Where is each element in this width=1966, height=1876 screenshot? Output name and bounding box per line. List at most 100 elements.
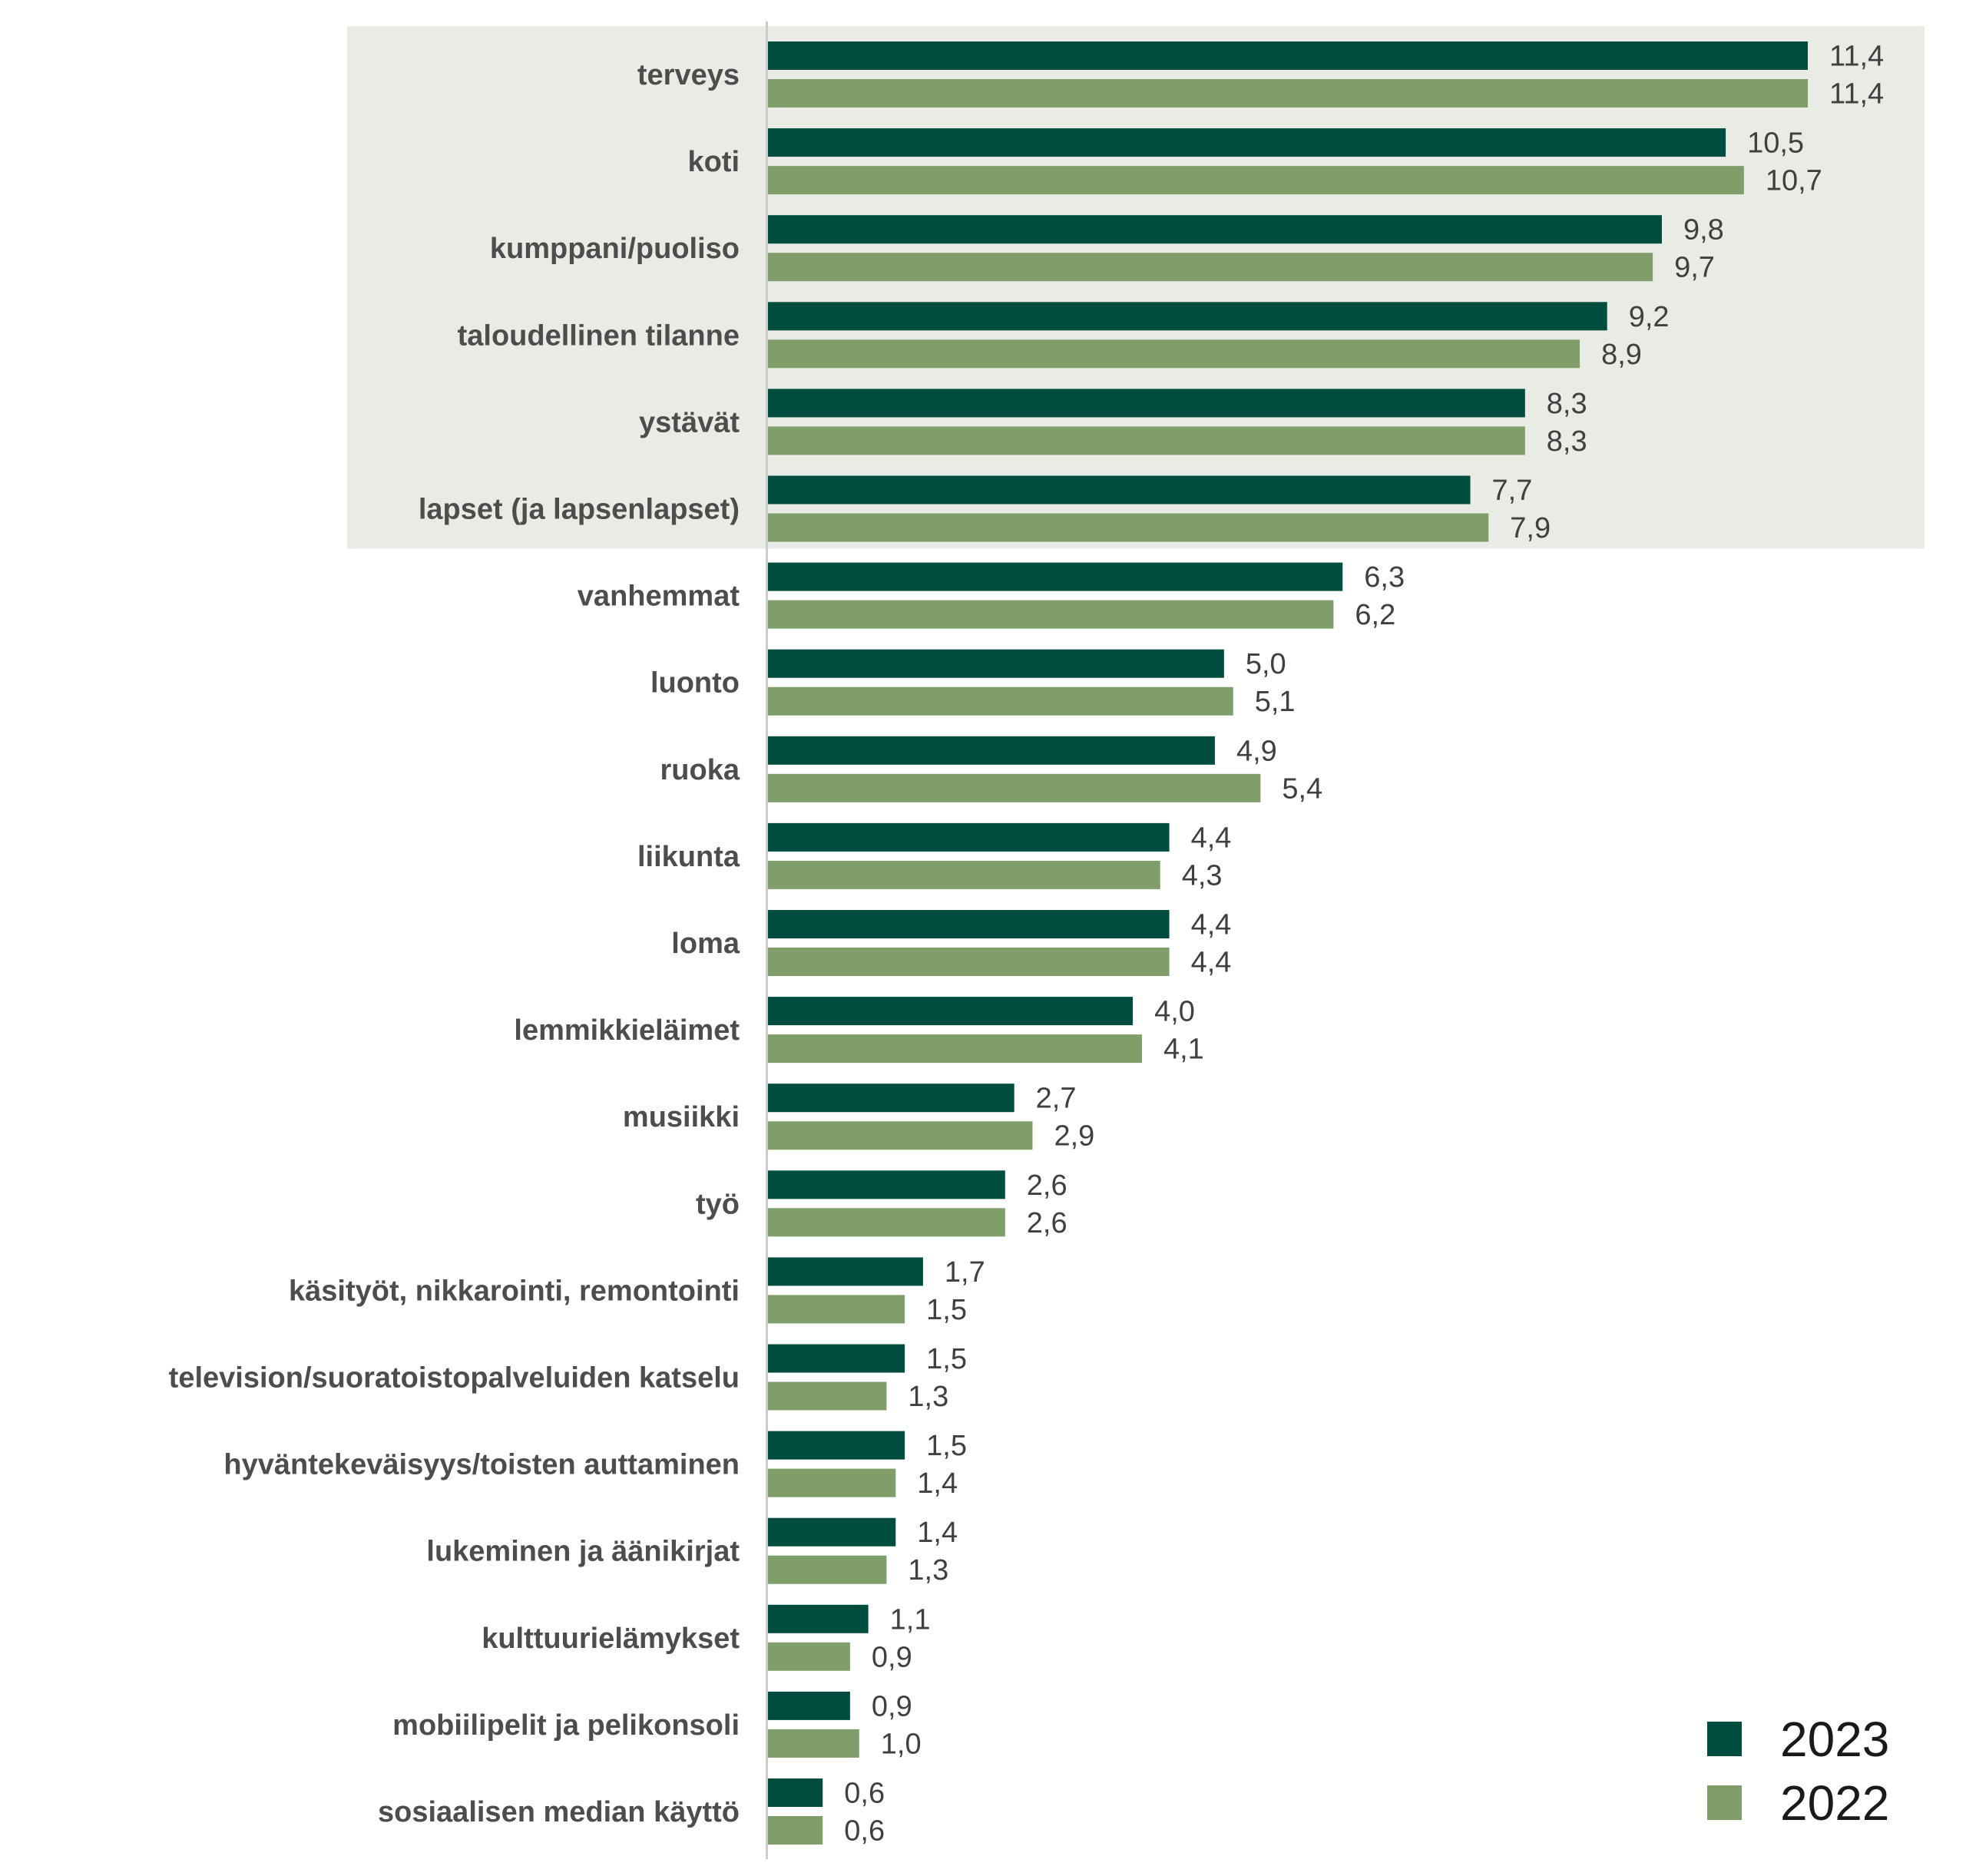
category-label: lemmikkieläimet <box>514 1014 740 1047</box>
data-label-2022: 4,4 <box>1191 947 1232 979</box>
bar-2022 <box>768 1295 905 1324</box>
bar-2022 <box>768 600 1334 629</box>
data-label-2023: 1,4 <box>917 1517 958 1549</box>
data-label-2022: 1,4 <box>917 1467 958 1500</box>
category-label: hyväntekeväisyys/toisten auttaminen <box>223 1449 740 1481</box>
bar-2023 <box>768 389 1525 418</box>
category-label: koti <box>687 146 740 178</box>
bar-2022 <box>768 1208 1005 1237</box>
data-label-2022: 1,5 <box>926 1294 967 1326</box>
data-label-2023: 7,7 <box>1492 475 1533 507</box>
data-label-2022: 9,7 <box>1674 252 1715 284</box>
data-label-2022: 8,9 <box>1601 339 1642 371</box>
bar-2023 <box>768 41 1808 70</box>
data-label-2023: 0,6 <box>844 1778 885 1810</box>
bar-2023 <box>768 302 1607 331</box>
bar-2022 <box>768 1468 896 1497</box>
data-label-2022: 1,3 <box>908 1554 948 1586</box>
data-label-2022: 4,1 <box>1163 1034 1204 1066</box>
bar-2023 <box>768 736 1215 765</box>
data-label-2023: 4,0 <box>1154 996 1195 1028</box>
bar-2022 <box>768 166 1744 195</box>
bar-2023 <box>768 822 1170 852</box>
bar-2022 <box>768 1729 859 1758</box>
legend: 2023 2022 <box>1707 1712 1889 1831</box>
bar-2022 <box>768 1034 1142 1064</box>
legend-label-2023: 2023 <box>1780 1712 1889 1767</box>
data-label-2023: 2,6 <box>1027 1170 1067 1202</box>
bar-2023 <box>768 997 1134 1026</box>
data-label-2023: 11,4 <box>1829 41 1884 73</box>
data-label-2022: 0,9 <box>872 1641 912 1673</box>
bar-2022 <box>768 253 1653 282</box>
bar-2023 <box>768 1778 823 1807</box>
data-label-2023: 0,9 <box>872 1690 912 1722</box>
data-label-2023: 10,5 <box>1747 127 1804 160</box>
bar-2023 <box>768 1691 850 1720</box>
legend-swatch-2023 <box>1707 1722 1742 1756</box>
data-label-2023: 6,3 <box>1364 561 1405 594</box>
data-label-2022: 1,3 <box>908 1381 948 1413</box>
bar-2022 <box>768 1816 823 1845</box>
category-label: työ <box>696 1188 740 1220</box>
category-label: ruoka <box>660 754 740 786</box>
bar-2023 <box>768 1604 869 1633</box>
data-label-2022: 6,2 <box>1355 599 1395 631</box>
bar-2022 <box>768 948 1170 976</box>
bar-2023 <box>768 562 1343 591</box>
data-label-2023: 1,5 <box>926 1343 967 1375</box>
bars <box>768 41 1808 1845</box>
bar-2022 <box>768 513 1489 542</box>
bar-2022 <box>768 860 1160 889</box>
category-labels: terveys koti kumppani/puoliso taloudellinen… <box>169 59 740 1828</box>
bar-2023 <box>768 1170 1005 1199</box>
category-label: loma <box>671 928 740 960</box>
bar-2023 <box>768 1257 923 1286</box>
data-label-2022: 4,3 <box>1182 859 1223 892</box>
category-label: mobiilipelit ja pelikonsoli <box>392 1709 740 1742</box>
data-label-2023: 5,0 <box>1246 648 1286 680</box>
category-label: vanhemmat <box>578 581 740 613</box>
bar-2022 <box>768 1555 887 1584</box>
category-label: liikunta <box>637 841 740 873</box>
category-label: luonto <box>650 667 740 700</box>
bar-2023 <box>768 649 1224 678</box>
data-label-2022: 1,0 <box>881 1728 922 1760</box>
bar-2023 <box>768 1431 905 1460</box>
bar-2022 <box>768 339 1580 369</box>
data-label-2022: 0,6 <box>844 1815 885 1848</box>
bar-2023 <box>768 215 1662 244</box>
highlight-band <box>347 26 1925 549</box>
data-label-2023: 4,9 <box>1236 735 1277 767</box>
bar-2023 <box>768 128 1726 157</box>
bar-2022 <box>768 1381 887 1411</box>
category-label: taloudellinen tilanne <box>458 319 740 352</box>
data-label-2022: 11,4 <box>1829 78 1884 111</box>
data-label-2023: 4,4 <box>1191 909 1232 941</box>
category-label: kumppani/puoliso <box>490 233 740 265</box>
category-label: television/suoratoistopalveluiden katsel… <box>169 1362 740 1395</box>
value-labels: 11,4 11,4 10,5 10,7 9,8 9,79,2 8,9 8,3 8,3 7,7 7,9… <box>844 41 1884 1848</box>
category-label: lapset (ja lapsenlapset) <box>419 494 740 526</box>
data-label-2023: 9,8 <box>1683 214 1724 246</box>
category-label: terveys <box>637 59 740 91</box>
category-label: ystävät <box>639 406 740 438</box>
category-label: lukeminen ja äänikirjat <box>426 1536 740 1568</box>
bar-2023 <box>768 1517 896 1547</box>
data-label-2022: 10,7 <box>1766 165 1822 197</box>
bar-2023 <box>768 1084 1014 1113</box>
category-label: käsityöt, nikkarointi, remontointi <box>289 1275 740 1307</box>
bar-2023 <box>768 910 1170 938</box>
bar-2022 <box>768 426 1525 455</box>
data-label-2023: 1,7 <box>945 1256 985 1289</box>
data-label-2022: 5,1 <box>1255 686 1296 718</box>
data-label-2023: 2,7 <box>1036 1083 1077 1115</box>
data-label-2022: 7,9 <box>1510 512 1551 544</box>
data-label-2022: 8,3 <box>1547 425 1587 458</box>
bar-2022 <box>768 687 1233 716</box>
bar-2023 <box>768 475 1471 505</box>
data-label-2023: 4,4 <box>1191 822 1232 854</box>
data-label-2022: 2,9 <box>1054 1120 1094 1153</box>
